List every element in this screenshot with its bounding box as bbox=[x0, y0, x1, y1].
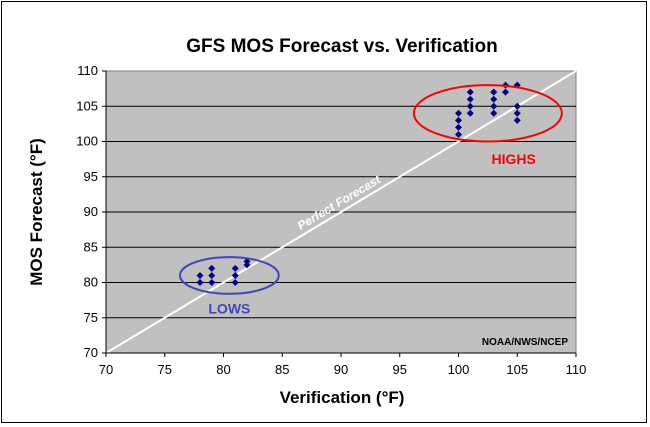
data-point bbox=[466, 88, 474, 96]
x-tick-label: 80 bbox=[216, 362, 230, 377]
y-tick-label: 105 bbox=[76, 98, 98, 113]
reference-line bbox=[105, 70, 577, 354]
y-tick-label: 70 bbox=[84, 345, 98, 360]
data-point bbox=[208, 264, 216, 272]
x-tick-label: 85 bbox=[275, 362, 289, 377]
data-point bbox=[196, 279, 204, 286]
data-point bbox=[490, 102, 498, 110]
data-point bbox=[490, 88, 498, 96]
x-tick-label: 90 bbox=[334, 362, 348, 377]
y-tick-label: 85 bbox=[84, 239, 98, 254]
y-tick-label: 95 bbox=[84, 169, 98, 184]
x-axis-label: Verification (°F) bbox=[280, 388, 405, 407]
credit-label: NOAA/NWS/NCEP bbox=[482, 337, 568, 348]
data-point bbox=[513, 116, 521, 124]
data-point bbox=[466, 109, 474, 117]
annotation-label-lows: LOWS bbox=[208, 301, 250, 317]
y-tick-label: 90 bbox=[84, 204, 98, 219]
data-point bbox=[196, 271, 204, 279]
data-point bbox=[243, 261, 251, 269]
data-point bbox=[466, 102, 474, 110]
x-tick-label: 95 bbox=[393, 362, 407, 377]
data-point bbox=[455, 123, 462, 131]
y-axis-label: MOS Forecast (°F) bbox=[27, 138, 46, 286]
x-tick-label: 110 bbox=[566, 362, 587, 377]
y-tick-label: 100 bbox=[76, 134, 98, 149]
data-point bbox=[208, 271, 216, 279]
annotation-label-highs: HIGHS bbox=[492, 151, 536, 167]
y-tick-label: 75 bbox=[84, 310, 98, 325]
annotations: HIGHS LOWS bbox=[179, 84, 563, 317]
y-axis-ticks: 70 75 80 85 90 95 100 105 110 bbox=[76, 63, 107, 360]
data-point bbox=[490, 95, 498, 103]
data-point bbox=[455, 116, 462, 124]
annotation-ellipse-lows bbox=[179, 256, 280, 295]
data-point bbox=[208, 279, 216, 286]
data-point bbox=[231, 279, 239, 286]
data-point bbox=[513, 102, 521, 110]
chart-title: GFS MOS Forecast vs. Verification bbox=[186, 36, 498, 57]
x-tick-label: 105 bbox=[506, 362, 528, 377]
x-tick-label: 100 bbox=[448, 362, 470, 377]
x-tick-label: 70 bbox=[99, 362, 113, 377]
y-tick-label: 110 bbox=[77, 63, 98, 78]
x-tick-label: 75 bbox=[158, 362, 172, 377]
annotation-ellipse-highs bbox=[412, 84, 563, 143]
data-point bbox=[455, 130, 462, 138]
scatter-plot: GFS MOS Forecast vs. Verification Perfec… bbox=[27, 36, 587, 407]
data-point bbox=[513, 109, 521, 117]
x-axis-ticks: 70 75 80 85 90 95 100 105 110 bbox=[99, 352, 587, 377]
data-point bbox=[231, 271, 239, 279]
data-points bbox=[196, 81, 521, 286]
data-point bbox=[502, 88, 509, 96]
data-point bbox=[231, 264, 239, 272]
data-point bbox=[243, 257, 251, 265]
data-point bbox=[455, 109, 462, 117]
y-tick-label: 80 bbox=[84, 275, 98, 290]
data-point bbox=[466, 95, 474, 103]
data-point bbox=[490, 109, 498, 117]
